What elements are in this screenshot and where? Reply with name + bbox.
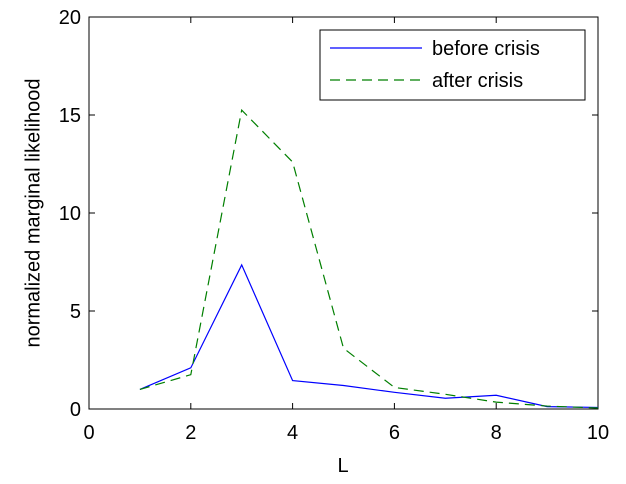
line-series [139,108,599,409]
legend-box [319,29,586,101]
x-tick-label: 6 [389,422,400,444]
x-tick-label: 4 [287,422,298,444]
x-tick-label: 0 [83,422,94,444]
x-tick-label: 8 [491,422,502,444]
y-tick-label: 0 [70,399,81,421]
x-tick-label: 10 [587,422,609,444]
y-tick-label: 20 [59,7,81,29]
y-tick-label: 5 [70,301,81,323]
legend-label: after crisis [432,70,523,92]
line-series [139,263,599,409]
y-tick-label: 15 [59,105,81,127]
y-tick-label: 10 [59,203,81,225]
x-axis-label: L [337,455,348,477]
y-axis-label: normalized marginal likelihood [22,78,44,347]
legend-label: before crisis [432,38,540,60]
x-tick-label: 2 [185,422,196,444]
